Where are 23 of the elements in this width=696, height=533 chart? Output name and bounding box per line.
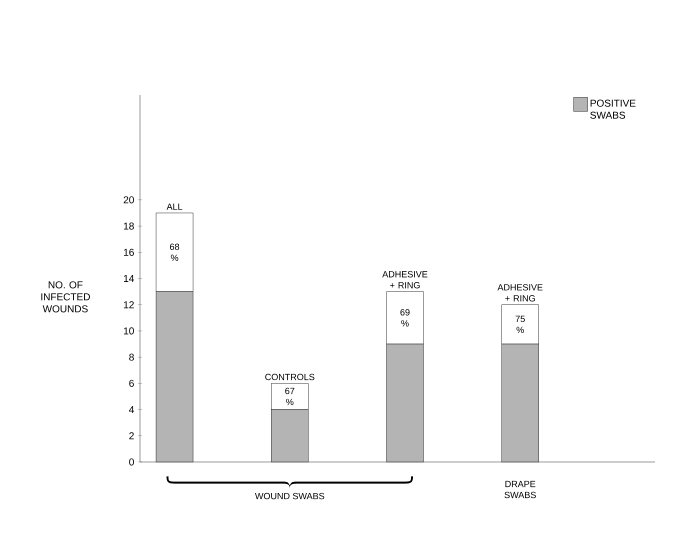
text: WOUND SWABS xyxy=(254,492,324,500)
y-tick-label: 20 xyxy=(124,196,134,204)
x-tick-label: CONTROLS xyxy=(265,374,314,380)
y-tick-label: 8 xyxy=(129,354,134,361)
y-tick-label: 16 xyxy=(124,248,134,256)
x-tick-label: ALL xyxy=(166,204,182,210)
y-tick-label: 14 xyxy=(124,275,134,282)
x-tick-label: ADHESIVE + RING xyxy=(382,271,428,288)
y-tick-label: 18 xyxy=(124,222,134,230)
y-tick-label: 2 xyxy=(129,432,134,440)
y-tick-label: 6 xyxy=(129,380,134,387)
y-tick-label: 4 xyxy=(129,406,134,414)
y-axis-title: NO. OF INFECTED WOUNDS xyxy=(41,281,90,312)
annotation: 68 % xyxy=(170,244,180,261)
y-tick-label: 0 xyxy=(129,458,134,466)
y-tick-label: 10 xyxy=(124,327,134,334)
text: DRAPE SWABS xyxy=(504,480,536,498)
annotation: 75 % xyxy=(516,316,525,333)
x-tick-label: ADHESIVE + RING xyxy=(497,284,543,302)
annotation: 69 % xyxy=(400,309,410,326)
legend-label: POSITIVE SWABS xyxy=(590,100,636,119)
annotation: 67 % xyxy=(285,388,294,406)
y-tick-label: 12 xyxy=(124,301,134,308)
